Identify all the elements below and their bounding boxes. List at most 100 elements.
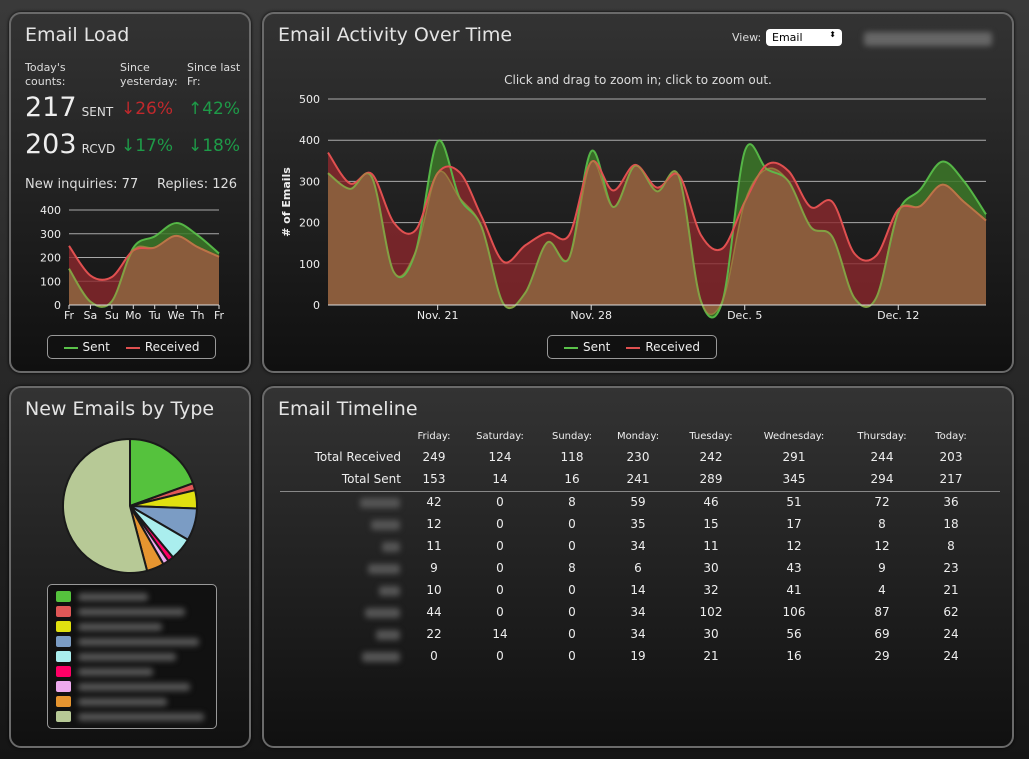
cell-value: 46 bbox=[703, 495, 719, 509]
legend-swatch bbox=[56, 621, 71, 632]
x-tick-label: Th bbox=[190, 309, 205, 322]
cell-value: 0 bbox=[496, 495, 504, 509]
cell-value: 0 bbox=[568, 517, 576, 531]
overlap-area bbox=[328, 161, 986, 315]
activity-legend[interactable]: Sent Received bbox=[547, 335, 717, 359]
blurred-type-label bbox=[78, 683, 190, 691]
replies: Replies: 126 bbox=[157, 177, 238, 192]
x-tick-label: Nov. 21 bbox=[417, 309, 459, 322]
view-label: View: bbox=[732, 31, 762, 44]
blurred-type-label bbox=[78, 593, 148, 601]
rcvd-unit: RCVD bbox=[81, 142, 116, 156]
cell-value: 9 bbox=[430, 561, 438, 575]
day-header: Friday: bbox=[417, 431, 451, 442]
sent-unit: SENT bbox=[81, 105, 114, 119]
x-tick-label: Fr bbox=[214, 309, 225, 322]
day-header: Wednesday: bbox=[763, 431, 825, 442]
cell-value: 291 bbox=[782, 450, 806, 464]
cell-value: 217 bbox=[939, 472, 963, 486]
cell-value: 24 bbox=[943, 649, 959, 663]
x-tick-label: Nov. 28 bbox=[570, 309, 612, 322]
cell-value: 4 bbox=[878, 583, 886, 597]
rcvd-since-last-fr: ↓18% bbox=[188, 136, 241, 156]
legend-swatch bbox=[56, 711, 71, 722]
cell-value: 106 bbox=[782, 605, 806, 619]
cell-value: 19 bbox=[630, 649, 646, 663]
panel-title: New Emails by Type bbox=[25, 398, 215, 420]
cell-value: 15 bbox=[703, 517, 719, 531]
cell-value: 21 bbox=[943, 583, 959, 597]
blurred-type-label bbox=[78, 638, 199, 646]
cell-value: 0 bbox=[568, 649, 576, 663]
cell-value: 87 bbox=[874, 605, 890, 619]
pie-slice bbox=[129, 437, 195, 508]
pie-legend bbox=[47, 584, 217, 729]
cell-value: 24 bbox=[943, 627, 959, 641]
cell-value: 0 bbox=[568, 583, 576, 597]
cell-value: 41 bbox=[786, 583, 802, 597]
legend-swatch bbox=[56, 696, 71, 707]
cell-value: 14 bbox=[630, 583, 646, 597]
y-tick-label: 0 bbox=[54, 299, 61, 312]
panel-title: Email Activity Over Time bbox=[278, 24, 513, 46]
panel-title: Email Load bbox=[25, 24, 130, 46]
blurred-type-label bbox=[78, 713, 204, 721]
panel-title: Email Timeline bbox=[278, 398, 418, 420]
legend-received[interactable]: Received bbox=[626, 340, 700, 354]
legend-swatch bbox=[56, 651, 71, 662]
new-inquiries: New inquiries: 77 bbox=[25, 177, 139, 192]
cell-value: 17 bbox=[786, 517, 802, 531]
y-tick-label: 100 bbox=[40, 275, 61, 288]
small-chart-legend[interactable]: Sent Received bbox=[47, 335, 216, 359]
zoom-hint: Click and drag to zoom in; click to zoom… bbox=[504, 73, 772, 87]
cell-value: 36 bbox=[943, 495, 959, 509]
cell-value: 11 bbox=[703, 539, 719, 553]
rcvd-count: 203 bbox=[25, 129, 77, 160]
email-timeline-panel: Email Timeline bbox=[262, 386, 1014, 748]
overlap-area bbox=[69, 235, 219, 307]
cell-value: 6 bbox=[634, 561, 642, 575]
cell-value: 12 bbox=[786, 539, 802, 553]
view-select[interactable]: Email ⬍ bbox=[766, 29, 842, 46]
cell-value: 12 bbox=[874, 539, 890, 553]
cell-value: 16 bbox=[564, 472, 580, 486]
cell-value: 30 bbox=[703, 627, 719, 641]
cell-value: 16 bbox=[786, 649, 802, 663]
cell-value: 0 bbox=[568, 605, 576, 619]
legend-sent[interactable]: Sent bbox=[564, 340, 610, 354]
cell-value: 10 bbox=[426, 583, 442, 597]
cell-value: 8 bbox=[568, 495, 576, 509]
blurred-row-label bbox=[365, 608, 400, 618]
divider bbox=[280, 491, 1000, 492]
x-tick-label: Fr bbox=[64, 309, 75, 322]
row-label: Total Sent bbox=[341, 472, 401, 486]
cell-value: 59 bbox=[630, 495, 646, 509]
blurred-type-label bbox=[78, 668, 153, 676]
cell-value: 0 bbox=[568, 539, 576, 553]
cell-value: 14 bbox=[492, 627, 508, 641]
email-load-panel: Email Load Today's counts: Since yesterd… bbox=[9, 12, 251, 373]
weekly-email-chart[interactable]: 0 100 200 300 400 Fr Sa Su Mo Tu We Th Fr bbox=[0, 0, 260, 330]
legend-swatch bbox=[56, 636, 71, 647]
cell-value: 0 bbox=[496, 583, 504, 597]
y-axis-label: # of Emails bbox=[280, 167, 293, 237]
email-type-pie[interactable] bbox=[60, 436, 200, 576]
blurred-type-label bbox=[78, 608, 185, 616]
cell-value: 34 bbox=[630, 539, 646, 553]
cell-value: 44 bbox=[426, 605, 442, 619]
legend-received[interactable]: Received bbox=[125, 340, 199, 354]
blurred-type-label bbox=[78, 623, 162, 631]
cell-value: 230 bbox=[626, 450, 650, 464]
cell-value: 118 bbox=[560, 450, 584, 464]
cell-value: 0 bbox=[496, 517, 504, 531]
cell-value: 72 bbox=[874, 495, 890, 509]
cell-value: 32 bbox=[703, 583, 719, 597]
cell-value: 34 bbox=[630, 627, 646, 641]
y-tick-label: 200 bbox=[40, 252, 61, 265]
legend-sent[interactable]: Sent bbox=[63, 340, 110, 354]
cell-value: 34 bbox=[630, 605, 646, 619]
day-header: Today: bbox=[935, 431, 967, 442]
cell-value: 62 bbox=[943, 605, 959, 619]
activity-chart[interactable]: 0 100 200 300 400 500 Nov. 21 Nov. 28 Dec. 5 Dec.… bbox=[0, 0, 1029, 330]
cell-value: 8 bbox=[568, 561, 576, 575]
